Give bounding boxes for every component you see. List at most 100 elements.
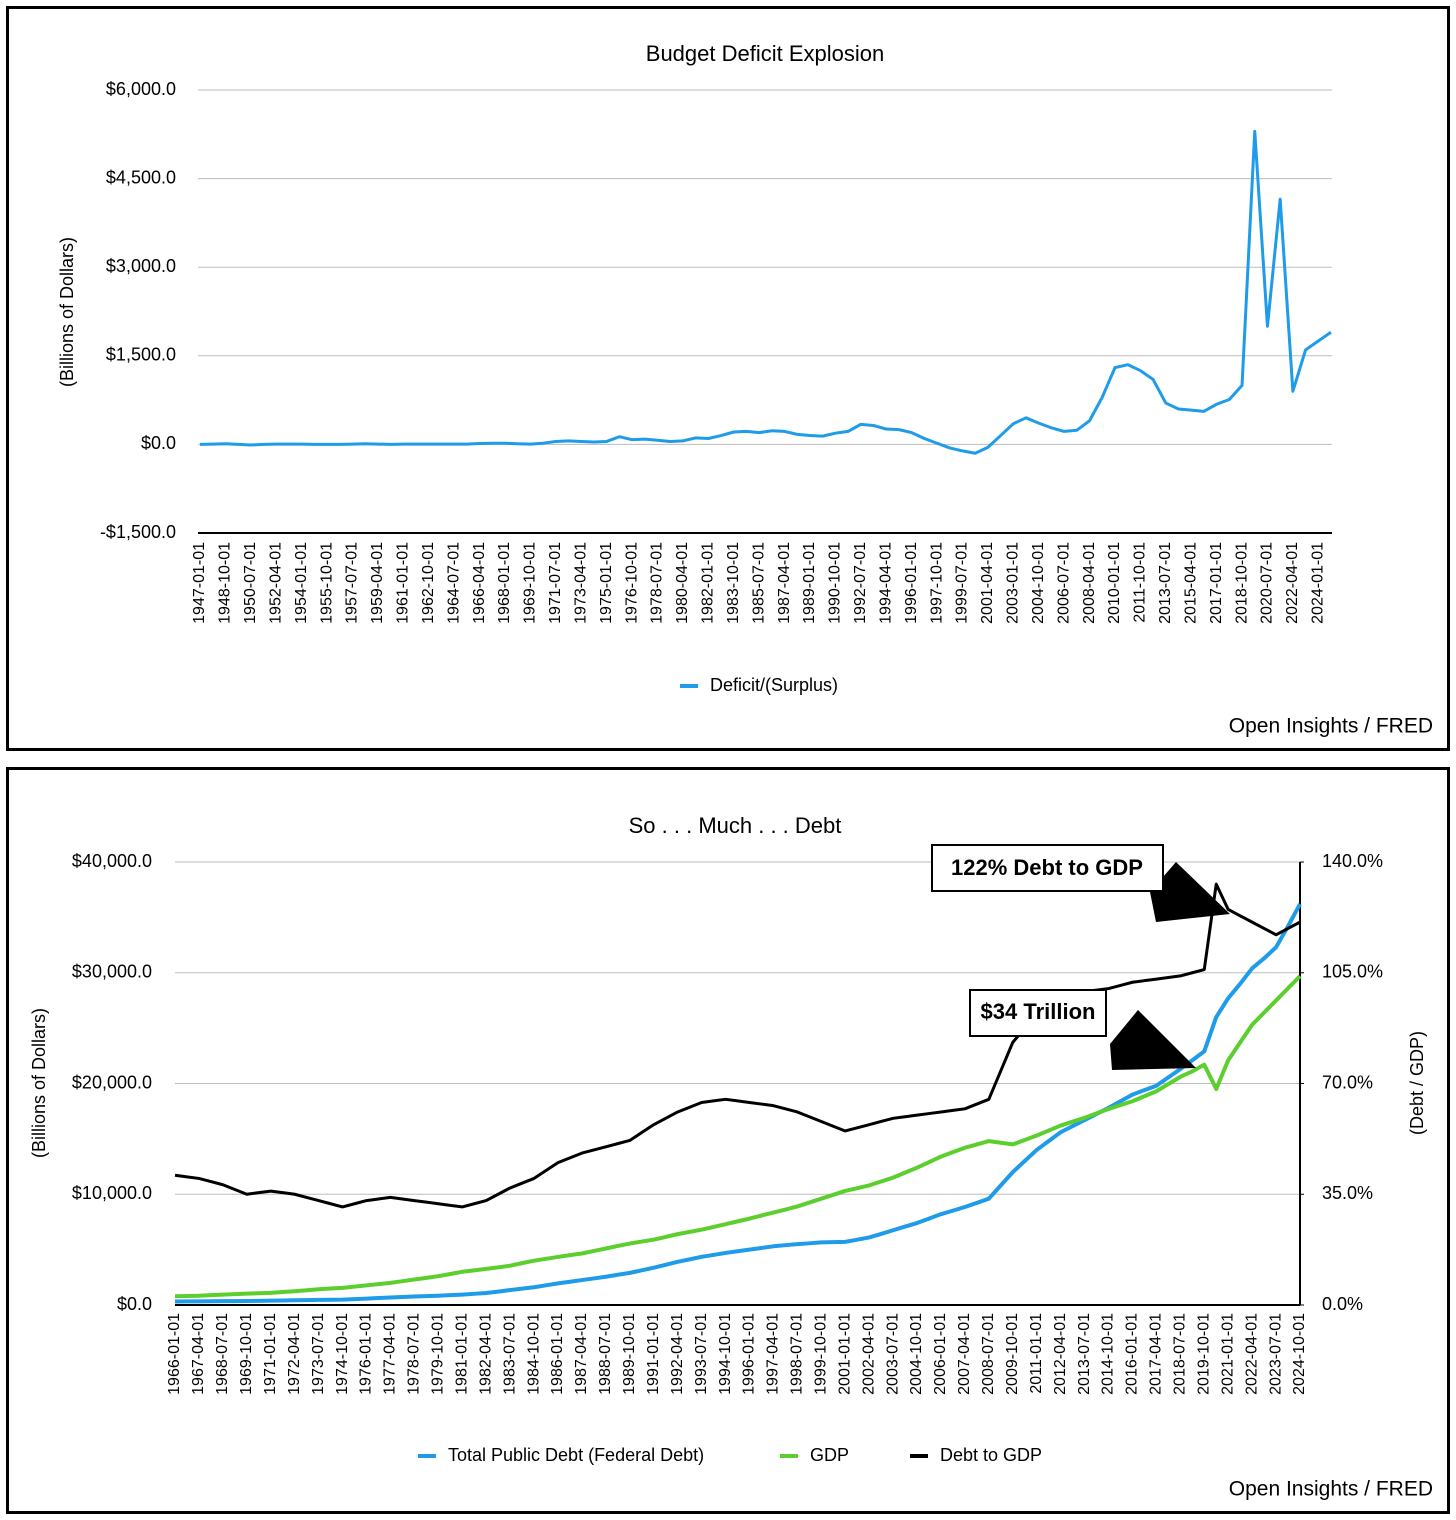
x-tick-label: 2006-01-01	[932, 1313, 949, 1395]
x-tick-label: 1992-04-01	[669, 1313, 686, 1395]
x-tick-label: 2008-07-01	[980, 1313, 997, 1395]
x-tick-label: 1973-04-01	[572, 542, 589, 624]
x-tick-label: 1972-04-01	[286, 1313, 303, 1395]
y2-tick-label: 35.0%	[1322, 1183, 1373, 1203]
x-tick-label: 2007-04-01	[956, 1313, 973, 1395]
y2-axis-label: (Debt / GDP)	[1407, 1031, 1427, 1135]
x-tick-label: 1969-10-01	[238, 1313, 255, 1395]
x-tick-label: 2018-10-01	[1233, 542, 1250, 624]
annotation-box	[931, 844, 1164, 892]
x-tick-label: 1996-01-01	[903, 542, 920, 624]
y-tick-label: $4,500.0	[106, 167, 176, 187]
x-tick-label: 1989-10-01	[621, 1313, 638, 1395]
x-tick-label: 1985-07-01	[750, 542, 767, 624]
y-tick-label: $40,000.0	[72, 851, 152, 871]
x-tick-label: 2022-04-01	[1284, 542, 1301, 624]
x-tick-label: 2024-01-01	[1310, 542, 1327, 624]
x-tick-label: 1955-10-01	[318, 542, 335, 624]
x-tick-label: 1971-01-01	[262, 1313, 279, 1395]
series-line	[174, 974, 1302, 1299]
x-tick-label: 1948-10-01	[217, 542, 234, 624]
x-tick-label: 1947-01-01	[191, 542, 208, 624]
chart-title: So . . . Much . . . Debt	[629, 813, 842, 838]
x-tick-label: 2002-04-01	[860, 1313, 877, 1395]
x-tick-label: 1975-01-01	[598, 542, 615, 624]
x-tick-label: 2013-07-01	[1157, 542, 1174, 624]
x-tick-label: 2019-10-01	[1195, 1313, 1212, 1395]
y-tick-label: $1,500.0	[106, 345, 176, 365]
annotation: $34 Trillion	[969, 989, 1196, 1070]
y-tick-label: $20,000.0	[72, 1072, 152, 1092]
x-tick-label: 1981-01-01	[453, 1313, 470, 1395]
x-tick-label: 2004-10-01	[908, 1313, 925, 1395]
x-tick-label: 1982-04-01	[477, 1313, 494, 1395]
x-tick-label: 2024-10-01	[1291, 1313, 1308, 1395]
y-tick-label: $10,000.0	[72, 1183, 152, 1203]
x-tick-label: 2006-07-01	[1055, 542, 1072, 624]
y-tick-label: $0.0	[117, 1294, 152, 1314]
x-tick-label: 1989-01-01	[801, 542, 818, 624]
x-tick-label: 1967-04-01	[190, 1313, 207, 1395]
x-tick-label: 1990-10-01	[827, 542, 844, 624]
x-tick-label: 2023-07-01	[1267, 1313, 1284, 1395]
x-tick-label: 2014-10-01	[1100, 1313, 1117, 1395]
x-tick-label: 1988-07-01	[597, 1313, 614, 1395]
x-tick-label: 2012-04-01	[1052, 1313, 1069, 1395]
x-tick-label: 1997-04-01	[765, 1313, 782, 1395]
annotation-box	[969, 989, 1107, 1037]
x-tick-label: 1994-10-01	[717, 1313, 734, 1395]
x-tick-label: 1986-01-01	[549, 1313, 566, 1395]
source: Open Insights / FRED	[1229, 715, 1433, 738]
x-tick-label: 1966-01-01	[166, 1313, 183, 1395]
x-tick-label: 1969-10-01	[522, 542, 539, 624]
y2-tick-label: 105.0%	[1322, 962, 1383, 982]
x-tick-label: 2015-04-01	[1182, 542, 1199, 624]
x-tick-label: 2009-10-01	[1004, 1313, 1021, 1395]
panel	[6, 767, 1450, 1514]
x-tick-label: 1999-07-01	[954, 542, 971, 624]
x-tick-label: 1978-07-01	[406, 1313, 423, 1395]
x-tick-label: 1987-04-01	[776, 542, 793, 624]
x-tick-label: 2003-07-01	[884, 1313, 901, 1395]
y2-tick-label: 140.0%	[1322, 851, 1383, 871]
x-tick-label: 1987-04-01	[573, 1313, 590, 1395]
x-tick-label: 2001-04-01	[979, 542, 996, 624]
panel	[6, 6, 1450, 751]
annotation-arrow	[1110, 1010, 1196, 1070]
legend-label: Debt to GDP	[940, 1445, 1042, 1465]
series-line	[199, 129, 1332, 455]
x-tick-label: 1983-10-01	[725, 542, 742, 624]
x-tick-label: 2016-01-01	[1124, 1313, 1141, 1395]
annotation-arrow	[1150, 862, 1230, 922]
x-tick-label: 1973-07-01	[310, 1313, 327, 1395]
x-tick-label: 2008-04-01	[1081, 542, 1098, 624]
x-tick-label: 2018-07-01	[1172, 1313, 1189, 1395]
y-tick-label: $6,000.0	[106, 79, 176, 99]
x-tick-label: 2020-07-01	[1259, 542, 1276, 624]
x-tick-label: 2017-01-01	[1208, 542, 1225, 624]
x-tick-label: 1991-01-01	[645, 1313, 662, 1395]
x-tick-label: 1952-04-01	[267, 542, 284, 624]
x-tick-label: 1954-01-01	[293, 542, 310, 624]
x-tick-label: 1959-04-01	[369, 542, 386, 624]
x-tick-label: 1978-07-01	[649, 542, 666, 624]
x-tick-label: 1957-07-01	[344, 542, 361, 624]
x-tick-label: 1996-01-01	[741, 1313, 758, 1395]
x-tick-label: 2011-10-01	[1132, 542, 1149, 623]
x-tick-label: 1992-07-01	[852, 542, 869, 624]
x-tick-label: 2021-01-01	[1219, 1313, 1236, 1395]
y-axis-label: (Billions of Dollars)	[29, 1008, 49, 1158]
plot: $0.0 $10,000.0 $20,000.0 $30,000.0 $40,000.0…	[72, 851, 1383, 1465]
legend-label: Deficit/(Surplus)	[710, 675, 838, 695]
plot: -$1,500.0 $0.0 $1,500.0 $3,000.0 $4,500.0 $6,…	[100, 79, 1332, 695]
x-tick-label: 1994-04-01	[877, 542, 894, 624]
annotation: 122% Debt to GDP	[931, 844, 1230, 922]
x-tick-label: 2003-01-01	[1005, 542, 1022, 624]
x-tick-label: 1961-01-01	[395, 542, 412, 624]
y-tick-label: $0.0	[141, 433, 176, 453]
x-tick-label: 1971-07-01	[547, 542, 564, 624]
source: Open Insights / FRED	[1229, 1478, 1433, 1501]
x-tick-label: 1976-01-01	[358, 1313, 375, 1395]
series-line	[174, 882, 1301, 1209]
